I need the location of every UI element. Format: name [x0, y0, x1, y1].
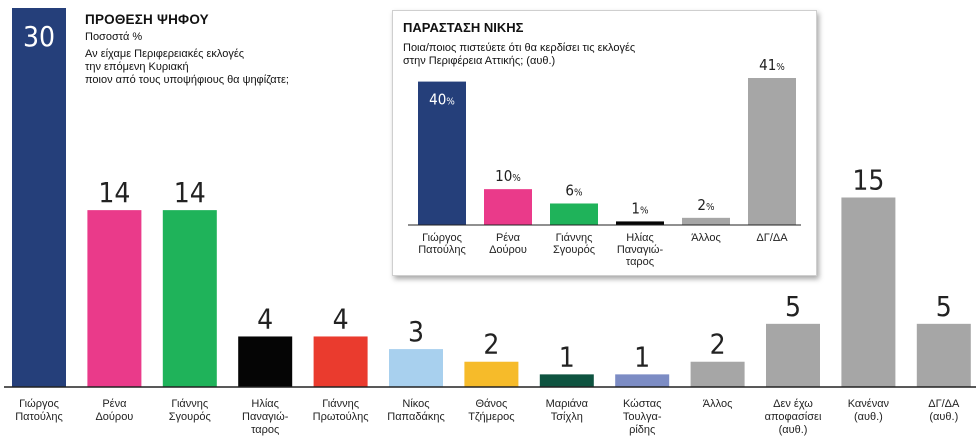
main-category-label: Πρωτούλης — [313, 411, 369, 423]
inset-chart-question: Ποια/ποιος πιστεύετε ότι θα κερδίσει τις… — [403, 42, 663, 68]
inset-question-line: Ποια/ποιος πιστεύετε ότι θα κερδίσει τις… — [403, 42, 636, 54]
main-category-label: (αυθ.) — [854, 411, 883, 423]
main-bar — [162, 210, 217, 387]
main-category-label: Δούρου — [95, 411, 133, 423]
main-category-label: Γιώργος — [19, 398, 59, 410]
main-category-label: αποφασίσει — [765, 411, 822, 423]
main-bar — [464, 361, 519, 387]
inset-value-label: 10% — [495, 167, 521, 185]
inset-value-label: 6% — [565, 181, 583, 199]
main-category-label: Γιάννης — [322, 398, 359, 410]
main-category-label: Σγουρός — [169, 411, 211, 423]
main-bar — [313, 336, 368, 387]
main-category-label: Ρένα — [102, 398, 127, 410]
main-value-label: 1 — [634, 340, 650, 373]
main-bar — [238, 336, 293, 387]
inset-category-label: Άλλος — [691, 232, 721, 244]
main-chart-title: ΠΡΟΘΕΣΗ ΨΗΦΟΥ — [85, 12, 209, 27]
main-bar — [87, 210, 142, 387]
main-bar — [12, 8, 66, 387]
main-value-label: 15 — [852, 164, 884, 197]
inset-category-label: Γιάννης — [556, 232, 593, 244]
main-category-label: Παναγιώ- — [242, 411, 289, 423]
main-category-label: Τουλγα- — [623, 411, 662, 423]
main-category-label: Παπαδάκης — [387, 411, 445, 423]
inset-category-label: Ρένα — [496, 232, 521, 244]
main-category-label: Γιάννης — [171, 398, 208, 410]
inset-bar — [616, 221, 664, 225]
main-bar — [766, 323, 820, 387]
inset-category-label: Σγουρός — [553, 244, 595, 256]
main-value-label: 5 — [785, 290, 801, 323]
main-chart-question: Αν είχαμε Περιφερειακές εκλογές την επόμ… — [85, 48, 325, 87]
main-value-label: 14 — [98, 176, 130, 209]
main-value-label: 4 — [333, 302, 349, 335]
main-category-label: Νίκος — [402, 398, 429, 410]
inset-bar — [682, 217, 730, 225]
main-bar — [916, 323, 971, 387]
inset-bar — [484, 189, 532, 225]
inset-bar — [748, 78, 796, 225]
inset-bar — [550, 203, 598, 225]
main-category-label: Τζήμερος — [468, 411, 514, 423]
main-category-label: Πατούλης — [15, 411, 63, 423]
main-category-label: Κώστας — [623, 398, 661, 410]
main-category-label: Κανέναν — [848, 398, 890, 410]
main-question-line: Αν είχαμε Περιφερειακές εκλογές — [85, 48, 245, 60]
inset-category-label: Γιώργος — [422, 232, 462, 244]
main-value-label: 14 — [174, 176, 206, 209]
main-category-label: ταρος — [251, 424, 279, 436]
inset-chart-title: ΠΑΡΑΣΤΑΣΗ ΝΙΚΗΣ — [403, 20, 524, 35]
inset-category-label: Ηλίας — [626, 232, 654, 244]
main-bar — [539, 374, 594, 387]
inset-value-label: 41% — [759, 56, 785, 74]
main-bar — [615, 374, 670, 387]
main-category-label: ρίδης — [629, 424, 655, 436]
inset-value-label: 40% — [429, 91, 455, 109]
main-category-label: (αυθ.) — [929, 411, 958, 423]
main-value-label: 5 — [936, 290, 952, 323]
inset-category-label: ταρος — [626, 256, 654, 268]
main-value-label: 30 — [23, 20, 55, 53]
inset-value-label: 1% — [631, 199, 649, 217]
main-category-label: Μαριάνα — [546, 398, 589, 410]
inset-category-label: Πατούλης — [418, 244, 466, 256]
inset-question-line: στην Περιφέρεια Αττικής; (αυθ.) — [403, 55, 556, 67]
inset-bar — [418, 81, 466, 226]
main-category-label: ΔΓ/ΔΑ — [928, 398, 960, 410]
inset-category-label: Δούρου — [489, 244, 527, 256]
inset-chart-panel: 40% Γιώργος Πατούλης 10% Ρένα Δούρου 6% Γιάννης… — [392, 10, 817, 276]
main-bar — [690, 361, 745, 387]
main-question-line: την επόμενη Κυριακή — [85, 61, 189, 73]
main-bar — [841, 197, 896, 387]
main-bar — [389, 349, 443, 387]
main-category-label: (αυθ.) — [779, 424, 808, 436]
main-chart-subtitle: Ποσοστά % — [85, 31, 143, 43]
main-category-label: Τσίχλη — [551, 411, 583, 423]
main-value-label: 2 — [710, 328, 726, 361]
inset-value-label: 2% — [697, 196, 715, 214]
main-value-label: 3 — [408, 315, 424, 348]
inset-category-label: ΔΓ/ΔΑ — [756, 232, 788, 244]
main-category-label: Δεν έχω — [773, 398, 813, 410]
main-value-label: 4 — [257, 302, 273, 335]
inset-category-label: Παναγιώ- — [617, 244, 664, 256]
main-category-label: Ηλίας — [251, 398, 279, 410]
main-value-label: 1 — [559, 340, 575, 373]
main-category-label: Άλλος — [703, 398, 733, 410]
main-category-label: Θάνος — [475, 398, 507, 410]
main-question-line: ποιον από τους υποψήφιους θα ψηφίζατε; — [85, 74, 289, 86]
main-value-label: 2 — [483, 328, 499, 361]
